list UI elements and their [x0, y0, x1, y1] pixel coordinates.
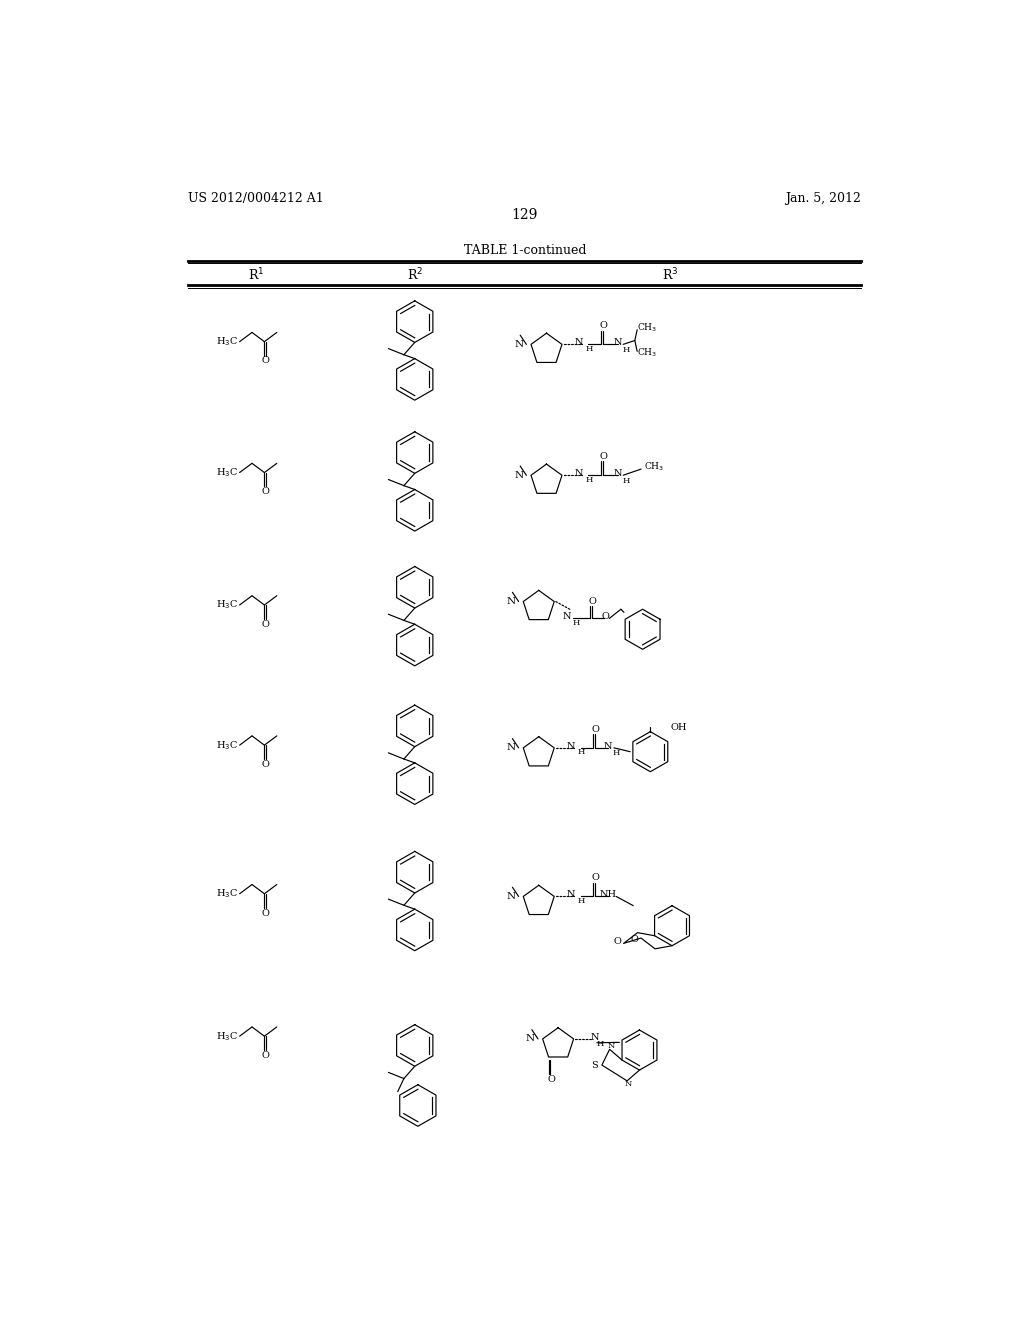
Text: N: N	[525, 1035, 535, 1043]
Text: N: N	[567, 742, 575, 751]
Text: R$^3$: R$^3$	[663, 267, 679, 284]
Text: O: O	[261, 356, 269, 366]
Text: CH$_3$: CH$_3$	[644, 461, 665, 473]
Text: N: N	[591, 1032, 599, 1041]
Text: O: O	[631, 935, 639, 944]
Text: N: N	[625, 1080, 632, 1088]
Text: OH: OH	[671, 722, 687, 731]
Text: H: H	[586, 345, 593, 352]
Text: N: N	[507, 892, 515, 902]
Text: 129: 129	[512, 207, 538, 222]
Text: H$_3$C: H$_3$C	[216, 598, 238, 611]
Text: H: H	[578, 898, 585, 906]
Text: US 2012/0004212 A1: US 2012/0004212 A1	[188, 191, 325, 205]
Text: O: O	[261, 760, 269, 768]
Text: O: O	[547, 1074, 555, 1084]
Text: NH: NH	[599, 891, 616, 899]
Text: N: N	[603, 742, 612, 751]
Text: O: O	[599, 321, 607, 330]
Text: O: O	[589, 597, 596, 606]
Text: O: O	[599, 453, 607, 461]
Text: CH$_3$: CH$_3$	[637, 347, 657, 359]
Text: H: H	[578, 748, 585, 756]
Text: N: N	[574, 469, 584, 478]
Text: O: O	[613, 937, 622, 946]
Text: S: S	[591, 1060, 597, 1069]
Text: Jan. 5, 2012: Jan. 5, 2012	[785, 191, 861, 205]
Text: N: N	[514, 471, 523, 479]
Text: H: H	[586, 477, 593, 484]
Text: N: N	[507, 743, 515, 752]
Text: H$_3$C: H$_3$C	[216, 466, 238, 479]
Text: N: N	[567, 891, 575, 899]
Text: H$_3$C: H$_3$C	[216, 1030, 238, 1043]
Text: O: O	[261, 620, 269, 628]
Text: H: H	[623, 477, 630, 484]
Text: N: N	[574, 338, 584, 347]
Text: H: H	[597, 1040, 604, 1048]
Text: R$^2$: R$^2$	[407, 267, 423, 284]
Text: O: O	[601, 612, 609, 622]
Text: CH$_3$: CH$_3$	[637, 322, 657, 334]
Text: O: O	[261, 487, 269, 496]
Text: O: O	[592, 725, 599, 734]
Text: H$_3$C: H$_3$C	[216, 887, 238, 900]
Text: H: H	[572, 619, 581, 627]
Text: H: H	[612, 750, 620, 758]
Text: N: N	[613, 469, 622, 478]
Text: N: N	[562, 612, 570, 622]
Text: H$_3$C: H$_3$C	[216, 335, 238, 348]
Text: N: N	[514, 339, 523, 348]
Text: TABLE 1-continued: TABLE 1-continued	[464, 244, 586, 257]
Text: R$^1$: R$^1$	[248, 267, 264, 284]
Text: N: N	[507, 597, 515, 606]
Text: O: O	[261, 908, 269, 917]
Text: N: N	[607, 1043, 614, 1051]
Text: O: O	[261, 1051, 269, 1060]
Text: H$_3$C: H$_3$C	[216, 739, 238, 751]
Text: N: N	[613, 338, 622, 347]
Text: H: H	[623, 346, 630, 354]
Text: O: O	[592, 874, 599, 883]
